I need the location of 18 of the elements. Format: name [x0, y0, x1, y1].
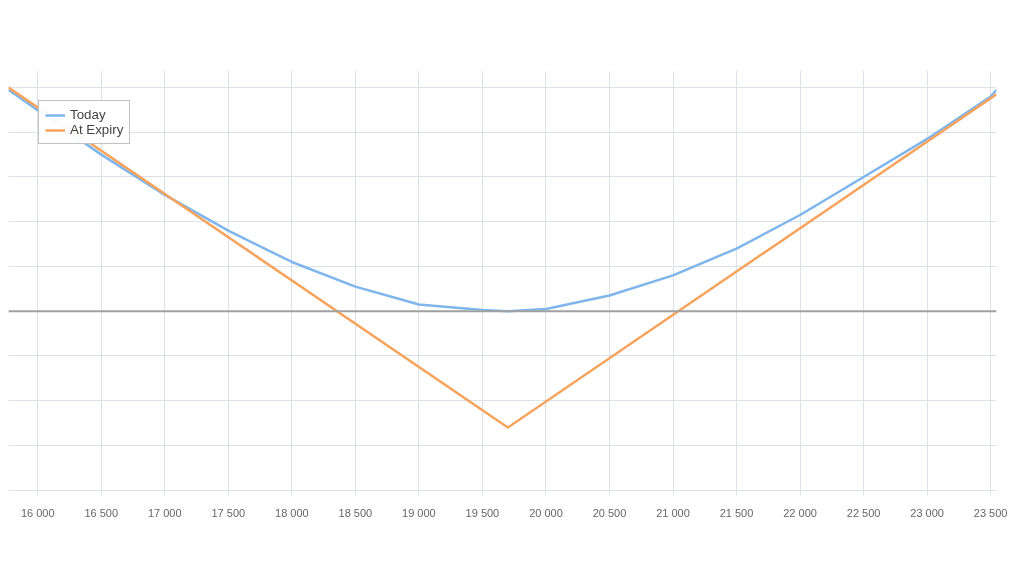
x-tick-label: 23 000 — [910, 506, 944, 519]
x-tick-label: 22 500 — [846, 506, 881, 519]
x-tick-label: 23 500 — [973, 506, 1008, 519]
x-tick-label: 19 000 — [402, 506, 436, 519]
legend-label: At Expiry — [70, 122, 124, 137]
x-tick-label: 19 500 — [465, 506, 500, 519]
x-tick-label: 16 000 — [20, 506, 55, 519]
x-tick-label: 16 500 — [84, 506, 119, 519]
x-tick-label: 20 000 — [529, 506, 563, 519]
x-tick-label: 18 000 — [275, 506, 309, 519]
x-tick-label: 17 500 — [211, 506, 246, 519]
x-tick-label: 21 000 — [656, 506, 690, 519]
x-tick-label: 18 500 — [338, 506, 373, 519]
x-tick-label: 20 500 — [592, 506, 627, 519]
legend-label: Today — [70, 107, 106, 122]
x-tick-label: 22 000 — [783, 506, 817, 519]
x-tick-label: 17 000 — [147, 506, 182, 519]
x-tick-label: 21 500 — [719, 506, 754, 519]
